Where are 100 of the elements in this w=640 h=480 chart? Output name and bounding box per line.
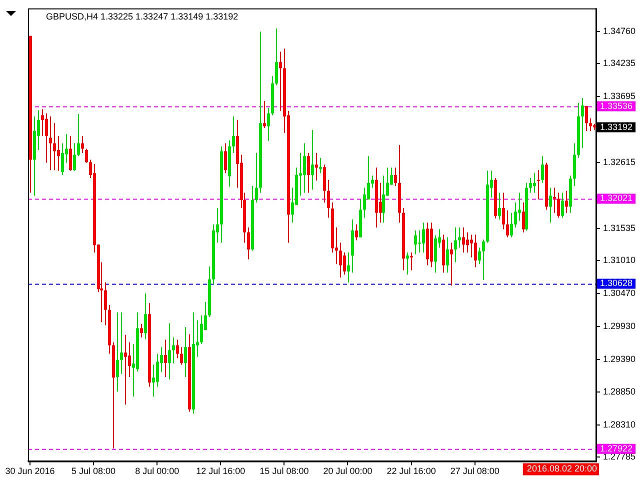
candlestick: [255, 152, 258, 203]
candlestick: [478, 247, 481, 265]
candlestick: [347, 252, 350, 283]
candlestick: [410, 252, 413, 271]
candlestick: [470, 234, 473, 258]
y-tick-label: 1.27785: [603, 452, 636, 462]
candlestick: [172, 336, 175, 364]
chart-title: GBPUSD,H4 1.33225 1.33247 1.33149 1.33192: [46, 11, 238, 22]
candlestick: [414, 230, 417, 255]
candlestick: [116, 312, 119, 392]
candlestick: [581, 98, 584, 149]
candlestick: [69, 135, 72, 172]
candlestick: [510, 212, 513, 238]
y-tick-label: 1.34235: [603, 58, 636, 68]
candlestick: [466, 232, 469, 253]
x-tick-label: 5 Jul 08:00: [72, 466, 116, 476]
candlestick: [379, 182, 382, 224]
candlestick: [81, 135, 84, 154]
candlestick: [422, 222, 425, 253]
y-tick-label: 1.28310: [603, 420, 636, 430]
candlestick: [565, 190, 568, 214]
x-tick-label: 15 Jul 08:00: [260, 466, 309, 476]
x-tick-label: 12 Jul 16:00: [196, 466, 246, 476]
candlestick: [355, 224, 358, 241]
candlestick: [164, 339, 167, 378]
x-tick-label: 8 Jul 00:00: [135, 466, 180, 476]
y-tick-label: 1.30470: [603, 288, 636, 298]
candlestick: [247, 226, 250, 260]
x-tick-label: 30 Jun 2016: [5, 466, 55, 476]
candlestick: [394, 167, 397, 186]
candlestick: [406, 252, 409, 275]
candlestick: [343, 252, 346, 275]
candlestick: [120, 312, 123, 374]
candlestick: [518, 192, 521, 222]
y-tick-label: 1.28850: [603, 386, 636, 397]
candlestick: [529, 178, 532, 194]
candlestick: [458, 226, 461, 248]
candlestick: [363, 187, 366, 218]
candlestick: [124, 334, 127, 405]
candlestick: [573, 142, 576, 186]
candlestick: [418, 230, 421, 253]
candlestick: [454, 226, 457, 263]
candlestick: [279, 51, 282, 112]
y-tick-label: 1.29390: [603, 354, 636, 364]
candlestick: [382, 175, 385, 224]
candlestick: [323, 164, 326, 203]
candlestick: [152, 364, 155, 398]
candlestick: [45, 112, 48, 164]
candlestick: [224, 142, 227, 174]
candlestick: [176, 339, 179, 359]
candlestick: [200, 314, 203, 345]
candlestick: [506, 210, 509, 238]
candlestick: [180, 346, 183, 366]
x-tick-label: 20 Jul 00:00: [323, 466, 372, 476]
candlestick: [482, 239, 485, 280]
candlestick: [319, 157, 322, 174]
candlestick: [168, 322, 171, 380]
candlestick: [498, 192, 501, 220]
y-tick-label: 1.33695: [603, 91, 636, 102]
candlestick: [49, 116, 52, 171]
x-tick-label: 27 Jul 08:00: [450, 466, 500, 476]
ref-line-label: 1.27922: [600, 443, 633, 454]
candlestick: [275, 28, 278, 86]
candlestick: [541, 156, 544, 184]
candlestick: [57, 135, 60, 172]
candlestick: [156, 353, 159, 388]
candlestick: [434, 234, 437, 274]
candlestick: [537, 170, 540, 200]
candlestick: [263, 100, 266, 129]
candlestick: [549, 187, 552, 224]
candlestick: [474, 234, 477, 268]
y-tick-label: 1.34760: [603, 26, 636, 36]
candlestick: [327, 179, 330, 218]
candlestick: [585, 106, 588, 132]
y-tick-label: 1.31010: [603, 254, 636, 265]
ref-line-label: 1.30628: [600, 278, 633, 288]
y-tick-label: 1.32615: [603, 156, 636, 167]
x-tick-label: 22 Jul 16:00: [386, 466, 436, 476]
candlestick: [73, 142, 76, 172]
candlestick: [41, 108, 44, 136]
candlestick: [53, 122, 56, 171]
candlestick: [557, 192, 560, 218]
candlestick: [104, 282, 107, 326]
text: 2016.08.02 20:00: [526, 464, 598, 474]
candlestick: [339, 242, 342, 278]
candlestick: [589, 118, 592, 132]
candlestick: [232, 116, 235, 154]
candlestick: [522, 202, 525, 233]
candlestick: [128, 342, 131, 378]
ref-line-label: 1.33536: [600, 100, 633, 111]
candlestick: [450, 242, 453, 286]
candlestick: [267, 107, 270, 142]
candlestick: [553, 187, 556, 214]
candlestick: [85, 148, 88, 164]
candlestick: [140, 323, 143, 338]
candlestick: [462, 226, 465, 253]
candlestick: [184, 326, 187, 378]
candlestick: [561, 192, 564, 218]
candlestick: [303, 142, 306, 194]
candlestick: [144, 292, 147, 340]
